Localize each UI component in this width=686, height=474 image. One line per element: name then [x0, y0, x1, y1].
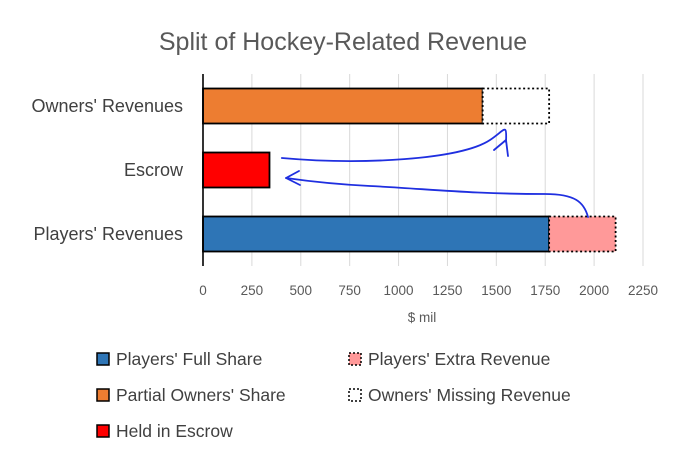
legend-label-owners-missing-revenue: Owners' Missing Revenue	[368, 385, 571, 405]
legend-swatch-players-full-share	[96, 352, 110, 366]
legend-label-players-full-share: Players' Full Share	[116, 349, 262, 369]
x-tick-label-1500: 1500	[481, 283, 511, 298]
category-label-escrow: Escrow	[124, 160, 184, 180]
x-tick-label-2000: 2000	[579, 283, 609, 298]
x-tick-label-1000: 1000	[384, 283, 414, 298]
arrowhead-owners-missing	[493, 139, 509, 157]
legend-swatch-players-extra-revenue	[348, 352, 362, 366]
x-axis-label: $ mil	[408, 310, 437, 325]
x-tick-label-1750: 1750	[530, 283, 560, 298]
legend-label-players-extra-revenue: Players' Extra Revenue	[368, 349, 550, 369]
legend-swatch-owners-missing-revenue	[348, 388, 362, 402]
arrowhead-escrow	[285, 170, 301, 186]
legend: Players' Full Share Players' Extra Revenu…	[96, 349, 571, 441]
x-tick-label-500: 500	[290, 283, 313, 298]
legend-swatch-held-in-escrow	[96, 424, 110, 438]
bars	[202, 87, 617, 253]
x-tick-labels: 0 250 500 750 1000 1250 1500 1750 2000 2250	[199, 283, 658, 298]
arrow-escrow-to-owners-missing	[280, 128, 508, 162]
x-tick-label-750: 750	[338, 283, 361, 298]
bar-players-revenues-players-full-share	[202, 215, 551, 253]
bar-escrow-held-in-escrow	[202, 151, 271, 189]
legend-label-held-in-escrow: Held in Escrow	[116, 421, 233, 441]
category-labels: Owners' Revenues Escrow Players' Revenues	[31, 96, 184, 244]
legend-label-partial-owners-share: Partial Owners' Share	[116, 385, 286, 405]
category-label-owners-revenues: Owners' Revenues	[31, 96, 183, 116]
x-tick-label-2250: 2250	[628, 283, 658, 298]
bar-owners-revenues-partial-owners-share	[202, 87, 484, 125]
x-tick-label-1250: 1250	[432, 283, 462, 298]
x-tick-label-250: 250	[241, 283, 264, 298]
arrow-players-extra-to-escrow	[285, 177, 589, 218]
category-label-players-revenues: Players' Revenues	[33, 224, 183, 244]
legend-swatch-partial-owners-share	[96, 388, 110, 402]
annotation-arrows	[280, 128, 589, 218]
chart-title: Split of Hockey-Related Revenue	[159, 28, 527, 56]
x-tick-label-0: 0	[199, 283, 207, 298]
bar-owners-revenues-owners-missing-revenue	[481, 87, 551, 125]
bar-players-revenues-players-extra-revenue	[548, 215, 617, 253]
